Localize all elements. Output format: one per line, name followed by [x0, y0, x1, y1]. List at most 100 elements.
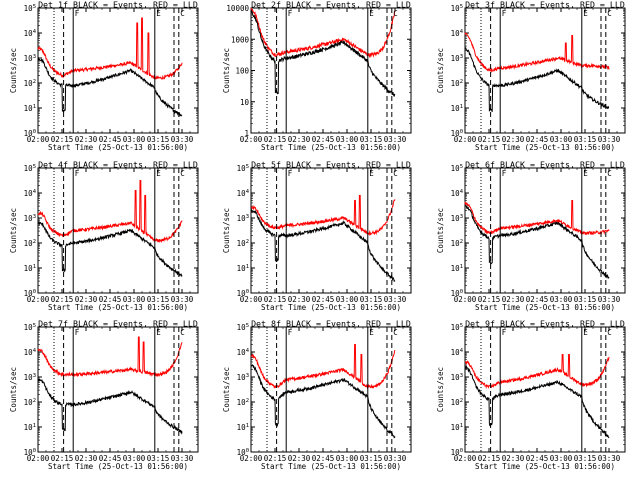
y-tick-label: 105	[24, 323, 36, 332]
x-tick-label: 02:15	[478, 454, 501, 463]
panel-6: Det 6f BLACK = Events, RED = LLD 100 101 10…	[436, 160, 626, 312]
flag-label: E	[583, 328, 588, 337]
x-tick-label: 03:15	[574, 295, 597, 304]
x-tick-label: 02:15	[478, 295, 501, 304]
x-tick-label: 03:30	[384, 295, 407, 304]
series-line-lld	[250, 344, 396, 390]
panel-3: Det 3f BLACK = Events, RED = LLD 100 101 10…	[436, 0, 626, 152]
series-line-events	[37, 220, 183, 277]
y-tick-label: 105	[451, 4, 463, 13]
x-tick-label: 03:30	[598, 135, 621, 144]
y-axis-title: Counts/sec	[436, 367, 445, 412]
x-tick-label: 03:00	[550, 135, 573, 144]
y-tick-label: 103	[237, 214, 249, 223]
series-line-events	[37, 57, 183, 117]
x-tick-label: 03:30	[598, 295, 621, 304]
y-tick-label: 105	[24, 164, 36, 173]
y-tick-label: 100	[235, 67, 249, 76]
panel-title: Det 7f BLACK = Events, RED = LLD	[38, 319, 198, 329]
y-tick-label: 102	[451, 239, 463, 248]
panel-4: Det 4f BLACK = Events, RED = LLD 100 101 10…	[9, 160, 199, 312]
x-tick-label: 02:00	[454, 295, 477, 304]
flag-label: C	[180, 9, 185, 18]
y-axis-title: Counts/sec	[222, 208, 231, 253]
series-line-events	[250, 208, 396, 283]
panel-title: Det 2f BLACK = Events, RED = LLD	[251, 0, 411, 10]
flag-label: F	[502, 169, 507, 178]
y-tick-label: 104	[237, 348, 250, 357]
x-tick-label: 02:45	[312, 295, 335, 304]
y-tick-label: 104	[451, 348, 464, 357]
flag-label: E	[369, 328, 374, 337]
x-tick-label: 02:15	[264, 295, 287, 304]
y-tick-label: 1000	[231, 35, 250, 44]
x-tick-label: 03:00	[336, 295, 359, 304]
series-line-lld	[37, 17, 183, 80]
x-tick-label: 02:00	[454, 454, 477, 463]
y-tick-label: 100	[237, 448, 249, 457]
x-tick-label: 02:30	[75, 454, 98, 463]
series-line-lld	[464, 200, 610, 236]
series-line-events	[250, 9, 396, 97]
flag-label: F	[288, 9, 293, 18]
panel-title: Det 9f BLACK = Events, RED = LLD	[465, 319, 625, 329]
flag-label: E	[583, 169, 588, 178]
series-line-lld	[250, 195, 396, 237]
series-line-events	[464, 365, 610, 439]
panel-9: Det 9f BLACK = Events, RED = LLD 100 101 10…	[436, 319, 626, 471]
y-tick-label: 101	[451, 423, 463, 432]
y-tick-label: 101	[451, 104, 463, 113]
y-tick-label: 105	[24, 4, 36, 13]
x-tick-label: 02:15	[264, 135, 287, 144]
y-tick-label: 101	[24, 264, 36, 273]
y-tick-label: 104	[24, 348, 37, 357]
x-tick-label: 02:30	[288, 135, 311, 144]
flag-label: C	[393, 9, 398, 18]
flag-label: C	[180, 169, 185, 178]
panel-8: Det 8f BLACK = Events, RED = LLD 100 101 10…	[222, 319, 412, 471]
x-tick-label: 03:30	[171, 295, 194, 304]
flag-label: C	[607, 328, 612, 337]
x-axis-title: Start Time (25-Oct-13 01:56:00)	[48, 303, 188, 312]
y-tick-label: 102	[24, 79, 36, 88]
y-tick-label: 104	[237, 189, 250, 198]
y-tick-label: 101	[24, 104, 36, 113]
x-tick-label: 03:15	[147, 454, 170, 463]
x-tick-label: 03:00	[123, 135, 146, 144]
flag-label: F	[75, 169, 80, 178]
y-tick-label: 101	[24, 423, 36, 432]
y-tick-label: 103	[24, 54, 36, 63]
x-tick-label: 02:15	[478, 135, 501, 144]
x-axis-title: Start Time (25-Oct-13 01:56:00)	[475, 462, 615, 471]
x-tick-label: 02:00	[454, 135, 477, 144]
panel-title: Det 3f BLACK = Events, RED = LLD	[465, 0, 625, 10]
x-tick-label: 02:45	[526, 454, 549, 463]
x-axis-title: Start Time (25-Oct-13 01:56:00)	[48, 143, 188, 152]
y-tick-label: 10000	[226, 4, 249, 13]
y-axis-title: Counts/sec	[9, 48, 18, 93]
y-axis-title: Counts/sec	[222, 48, 231, 93]
x-axis-title: Start Time (25-Oct-13 01:56:00)	[261, 143, 401, 152]
y-tick-label: 105	[451, 323, 463, 332]
x-tick-label: 02:00	[27, 135, 50, 144]
x-tick-label: 03:15	[360, 454, 383, 463]
x-tick-label: 03:30	[384, 454, 407, 463]
x-tick-label: 02:45	[312, 454, 335, 463]
x-axis-title: Start Time (25-Oct-13 01:56:00)	[475, 143, 615, 152]
y-tick-label: 101	[237, 423, 249, 432]
y-tick-label: 102	[237, 398, 249, 407]
x-tick-label: 03:15	[574, 135, 597, 144]
x-tick-label: 02:15	[51, 295, 74, 304]
y-axis-title: Counts/sec	[9, 367, 18, 412]
x-tick-label: 03:00	[123, 454, 146, 463]
y-tick-label: 104	[451, 29, 464, 38]
x-tick-label: 02:45	[99, 295, 122, 304]
y-tick-label: 100	[24, 448, 36, 457]
y-tick-label: 102	[451, 398, 463, 407]
y-tick-label: 103	[451, 54, 463, 63]
panel-title: Det 4f BLACK = Events, RED = LLD	[38, 160, 198, 170]
flag-label: E	[369, 9, 374, 18]
x-tick-label: 02:30	[502, 454, 525, 463]
y-tick-label: 102	[24, 239, 36, 248]
x-tick-label: 02:00	[27, 295, 50, 304]
